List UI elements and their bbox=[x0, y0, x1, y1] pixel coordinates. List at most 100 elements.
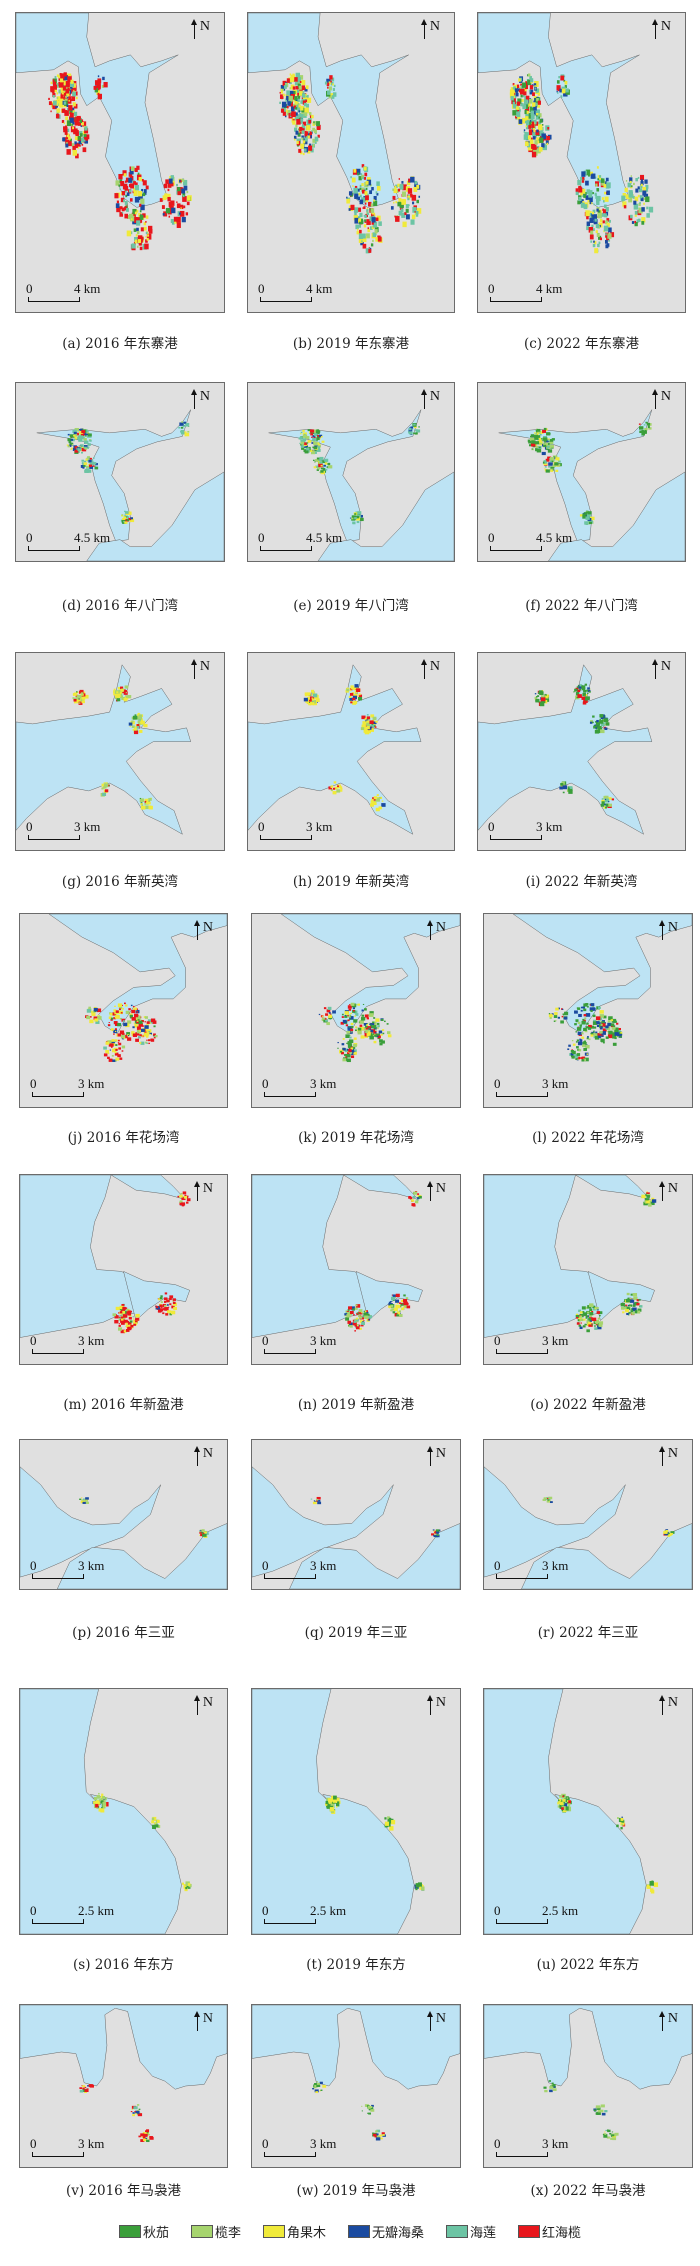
mangrove-patch bbox=[598, 1022, 601, 1024]
mangrove-patch bbox=[319, 2081, 323, 2084]
mangrove-patch bbox=[586, 189, 591, 194]
mangrove-patch bbox=[316, 1496, 321, 1500]
mangrove-patch bbox=[534, 434, 539, 438]
mangrove-patch bbox=[95, 1803, 99, 1808]
mangrove-patch bbox=[301, 125, 306, 131]
mangrove-patch bbox=[326, 1022, 330, 1026]
north-label: N bbox=[429, 659, 440, 674]
mangrove-patch bbox=[359, 1311, 363, 1315]
mangrove-patch bbox=[550, 466, 554, 469]
mangrove-patch bbox=[121, 697, 125, 701]
mangrove-patch bbox=[397, 201, 401, 207]
mangrove-patch bbox=[598, 235, 602, 240]
mangrove-patch bbox=[362, 207, 364, 209]
mangrove-patch bbox=[539, 130, 542, 134]
mangrove-patch bbox=[647, 426, 650, 429]
mangrove-patch bbox=[75, 153, 79, 159]
mangrove-patch bbox=[312, 143, 315, 146]
panel-caption: (w) 2019 年马袅港 bbox=[296, 2179, 415, 2199]
mangrove-patch bbox=[280, 90, 283, 94]
mangrove-patch bbox=[579, 1315, 583, 1318]
mangrove-patch bbox=[365, 1025, 368, 1028]
mangrove-patch bbox=[605, 177, 609, 182]
mangrove-patch bbox=[169, 1295, 174, 1299]
mangrove-patch bbox=[124, 1307, 128, 1310]
mangrove-patch bbox=[595, 1016, 601, 1021]
mangrove-patch bbox=[616, 1022, 619, 1025]
mangrove-patch bbox=[160, 1308, 164, 1312]
mangrove-patch bbox=[530, 113, 535, 120]
mangrove-patch bbox=[395, 201, 398, 204]
mangrove-patch bbox=[337, 1041, 339, 1044]
mangrove-patch bbox=[590, 1025, 594, 1029]
mangrove-patch bbox=[111, 1041, 116, 1045]
mangrove-patch bbox=[321, 1017, 326, 1021]
mangrove-patch bbox=[136, 1026, 141, 1030]
mangrove-patch bbox=[304, 694, 308, 697]
mangrove-patch bbox=[604, 239, 608, 244]
mangrove-patch bbox=[138, 2135, 141, 2138]
water-body bbox=[588, 1271, 655, 1320]
mangrove-patch bbox=[558, 76, 561, 79]
mangrove-patch bbox=[313, 1500, 316, 1502]
scale-bar-line bbox=[32, 1349, 84, 1354]
mangrove-patch bbox=[310, 440, 313, 442]
mangrove-patch bbox=[75, 116, 80, 122]
mangrove-patch bbox=[433, 1534, 435, 1536]
mangrove-patch bbox=[321, 1019, 323, 1021]
mangrove-patch bbox=[294, 82, 298, 86]
mangrove-patch bbox=[162, 213, 165, 216]
mangrove-patch bbox=[646, 1884, 651, 1889]
mangrove-patch bbox=[128, 177, 133, 183]
mangrove-patch bbox=[605, 1036, 609, 1039]
mangrove-patch bbox=[412, 1195, 416, 1199]
mangrove-patch bbox=[146, 237, 149, 241]
mangrove-patch bbox=[604, 723, 606, 726]
mangrove-patch bbox=[620, 1821, 625, 1826]
mangrove-patch bbox=[346, 1058, 351, 1063]
mangrove-patch bbox=[393, 201, 395, 204]
mangrove-patch bbox=[568, 788, 573, 793]
mangrove-patch bbox=[359, 1026, 364, 1031]
mangrove-patch bbox=[541, 143, 545, 148]
mangrove-patch bbox=[375, 797, 380, 802]
mangrove-patch bbox=[297, 114, 302, 119]
mangrove-patch bbox=[139, 1034, 142, 1037]
mangrove-patch bbox=[523, 134, 528, 140]
mangrove-patch bbox=[185, 212, 189, 216]
mangrove-patch bbox=[370, 2109, 375, 2112]
mangrove-patch bbox=[140, 720, 145, 725]
panel-letter: (g) bbox=[61, 874, 82, 890]
mangrove-patch bbox=[414, 426, 417, 429]
mangrove-patch bbox=[589, 171, 593, 176]
mangrove-patch bbox=[89, 1016, 92, 1018]
mangrove-patch bbox=[545, 694, 547, 696]
mangrove-patch bbox=[121, 1018, 126, 1022]
mangrove-patch bbox=[340, 787, 343, 790]
mangrove-patch bbox=[591, 224, 594, 228]
mangrove-patch bbox=[538, 146, 543, 152]
mangrove-patch bbox=[176, 222, 181, 228]
mangrove-patch bbox=[370, 203, 374, 207]
map-canvas bbox=[484, 1440, 692, 1589]
mangrove-patch bbox=[147, 805, 152, 809]
scale-bar-line bbox=[264, 1349, 316, 1354]
map-canvas bbox=[252, 1175, 460, 1364]
mangrove-patch bbox=[368, 1315, 373, 1319]
north-arrow-icon bbox=[190, 19, 200, 39]
mangrove-patch bbox=[110, 1017, 114, 1020]
mangrove-patch bbox=[309, 433, 311, 435]
mangrove-patch bbox=[81, 447, 87, 452]
scale-bar-line bbox=[264, 1574, 316, 1579]
mangrove-patch bbox=[534, 696, 538, 700]
mangrove-patch bbox=[531, 123, 535, 128]
panel-caption: (a) 2016 年东寨港 bbox=[62, 332, 178, 352]
mangrove-patch bbox=[574, 1023, 577, 1026]
mangrove-patch bbox=[381, 1040, 385, 1044]
mangrove-patch bbox=[145, 235, 147, 238]
mangrove-patch bbox=[299, 126, 303, 132]
mangrove-patch bbox=[418, 426, 420, 428]
